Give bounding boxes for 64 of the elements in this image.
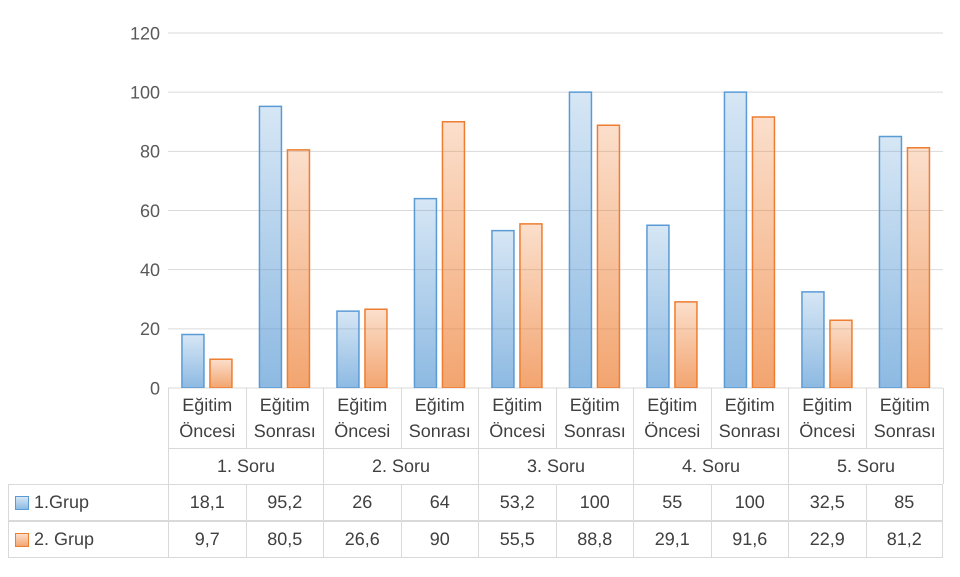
bar [801,291,825,388]
x-tick-label: Eğitim Sonrası [246,388,323,448]
y-tick-label: 0 [150,378,160,398]
bar [336,310,360,388]
bar [181,334,205,388]
bar [674,301,698,388]
bar [878,136,902,388]
x-tick-label: Eğitim Sonrası [710,388,788,448]
data-label: 85 [866,484,943,521]
bar [491,230,515,388]
bar [724,91,748,388]
bar [364,308,388,388]
text: 3. Soru [478,448,633,484]
data-label: 100 [556,484,633,521]
data-label: 81,2 [866,521,943,558]
data-label: 80,5 [246,521,323,558]
data-label: 88,8 [556,521,633,558]
data-label: 53,2 [478,484,556,521]
data-label: 22,9 [788,521,866,558]
text: 4. Soru [633,448,788,484]
data-label: 95,2 [246,484,323,521]
y-tick-label: 120 [130,23,160,44]
bar [596,124,620,388]
bar [258,106,282,388]
x-tick-label: Eğitim Sonrası [556,388,633,448]
x-tick-label: Eğitim Öncesi [168,388,246,448]
y-tick-label: 40 [140,260,160,280]
data-label: 90 [400,521,478,558]
y-tick-label: 20 [140,319,160,340]
data-label: 55 [633,484,710,521]
bar [829,320,853,388]
x-tick-label: Eğitim Sonrası [400,388,478,448]
data-label: 91,6 [710,521,788,558]
x-tick-label: Eğitim Öncesi [323,388,400,448]
data-label: 29,1 [633,521,710,558]
legend-label: 2. Grup [8,521,168,558]
data-label: 9,7 [168,521,246,558]
data-label: 18,1 [168,484,246,521]
bar [442,121,466,388]
x-tick-label: Eğitim Öncesi [478,388,556,448]
data-label: 26 [323,484,400,521]
x-tick-label: Eğitim Öncesi [788,388,866,448]
bar [646,224,670,388]
bar [286,149,310,388]
x-tick-label: Eğitim Sonrası [866,388,943,448]
text: 1. Soru [168,448,323,484]
bar [906,147,930,388]
bar [568,91,592,388]
legend-label: 1.Grup [8,484,168,521]
y-tick-label: 80 [140,142,160,162]
bar [209,358,233,388]
data-label: 26,6 [323,521,400,558]
data-label: 55,5 [478,521,556,558]
bar [752,116,776,388]
text: 5. Soru [788,448,943,484]
y-tick-label: 100 [130,82,160,103]
x-tick-label: Eğitim Öncesi [633,388,710,448]
bar [414,198,438,388]
data-label: 100 [710,484,788,521]
text: 2. Soru [323,448,478,484]
data-label: 64 [400,484,478,521]
bar [519,223,543,388]
y-tick-label: 60 [140,200,160,221]
data-label: 32,5 [788,484,866,521]
